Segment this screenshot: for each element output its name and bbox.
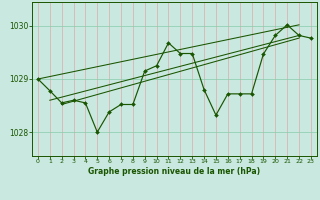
X-axis label: Graphe pression niveau de la mer (hPa): Graphe pression niveau de la mer (hPa) bbox=[88, 167, 260, 176]
